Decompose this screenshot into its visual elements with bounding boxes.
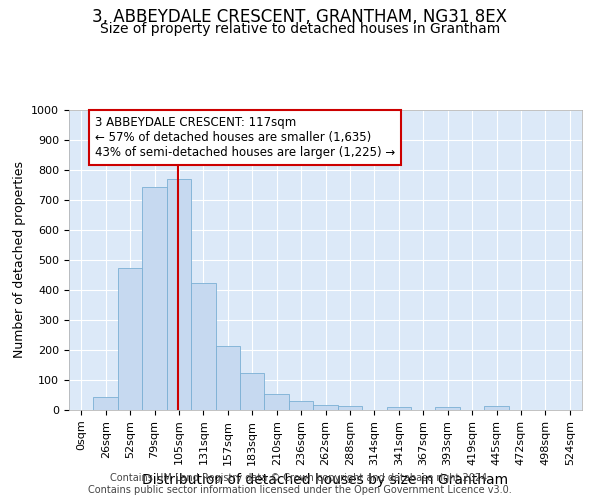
X-axis label: Distribution of detached houses by size in Grantham: Distribution of detached houses by size … bbox=[142, 473, 509, 487]
Text: Size of property relative to detached houses in Grantham: Size of property relative to detached ho… bbox=[100, 22, 500, 36]
Text: 3 ABBEYDALE CRESCENT: 117sqm
← 57% of detached houses are smaller (1,635)
43% of: 3 ABBEYDALE CRESCENT: 117sqm ← 57% of de… bbox=[95, 116, 395, 159]
Bar bbox=[215, 346, 240, 410]
Bar bbox=[118, 268, 142, 410]
Bar bbox=[191, 282, 215, 410]
Bar bbox=[240, 372, 265, 410]
Text: 3, ABBEYDALE CRESCENT, GRANTHAM, NG31 8EX: 3, ABBEYDALE CRESCENT, GRANTHAM, NG31 8E… bbox=[92, 8, 508, 26]
Bar bbox=[289, 401, 313, 410]
Text: Contains HM Land Registry data © Crown copyright and database right 2024.
Contai: Contains HM Land Registry data © Crown c… bbox=[88, 474, 512, 495]
Bar bbox=[338, 406, 362, 410]
Bar bbox=[484, 406, 509, 410]
Bar bbox=[167, 179, 191, 410]
Bar bbox=[265, 394, 289, 410]
Bar bbox=[436, 407, 460, 410]
Bar bbox=[313, 404, 338, 410]
Y-axis label: Number of detached properties: Number of detached properties bbox=[13, 162, 26, 358]
Bar bbox=[94, 396, 118, 410]
Bar bbox=[142, 186, 167, 410]
Bar bbox=[386, 407, 411, 410]
